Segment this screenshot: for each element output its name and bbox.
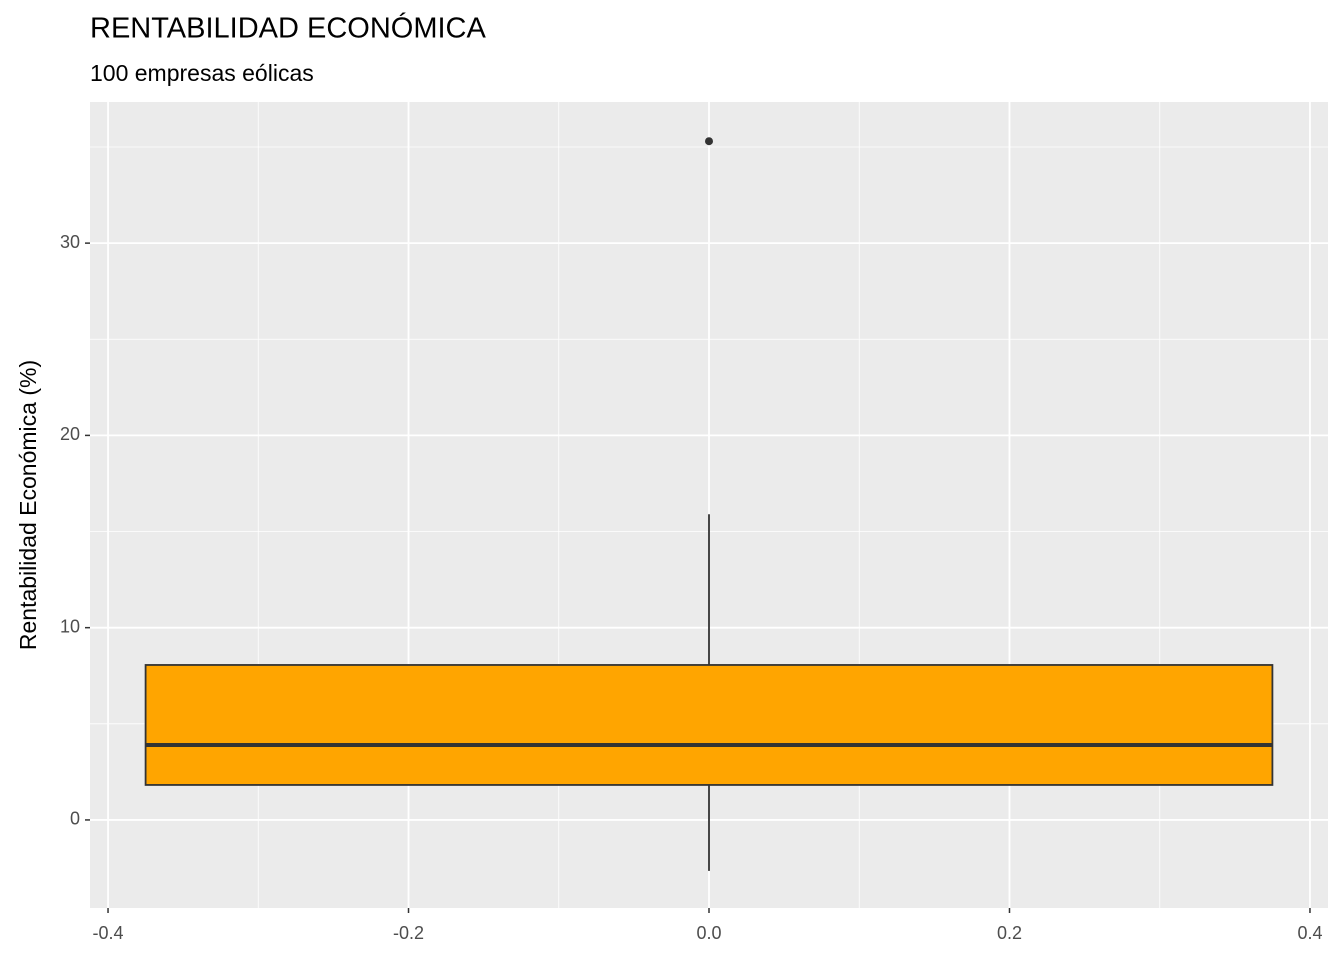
y-tick-label: 10 — [60, 616, 80, 636]
outlier — [705, 137, 713, 146]
x-tick-label: 0.2 — [997, 923, 1022, 943]
x-tick-label: -0.4 — [93, 923, 124, 943]
y-tick-label: 0 — [70, 809, 80, 829]
box — [144, 664, 1274, 786]
y-tick-label: 30 — [60, 232, 80, 252]
y-axis-label: Rentabilidad Económica (%) — [15, 360, 41, 650]
chart-subtitle: 100 empresas eólicas — [90, 60, 314, 86]
y-tick-label: 20 — [60, 424, 80, 444]
chart-title: RENTABILIDAD ECONÓMICA — [90, 12, 487, 45]
x-tick-label: -0.2 — [393, 923, 424, 943]
x-tick-label: 0.4 — [1297, 923, 1322, 943]
x-tick-label: 0.0 — [696, 923, 721, 943]
